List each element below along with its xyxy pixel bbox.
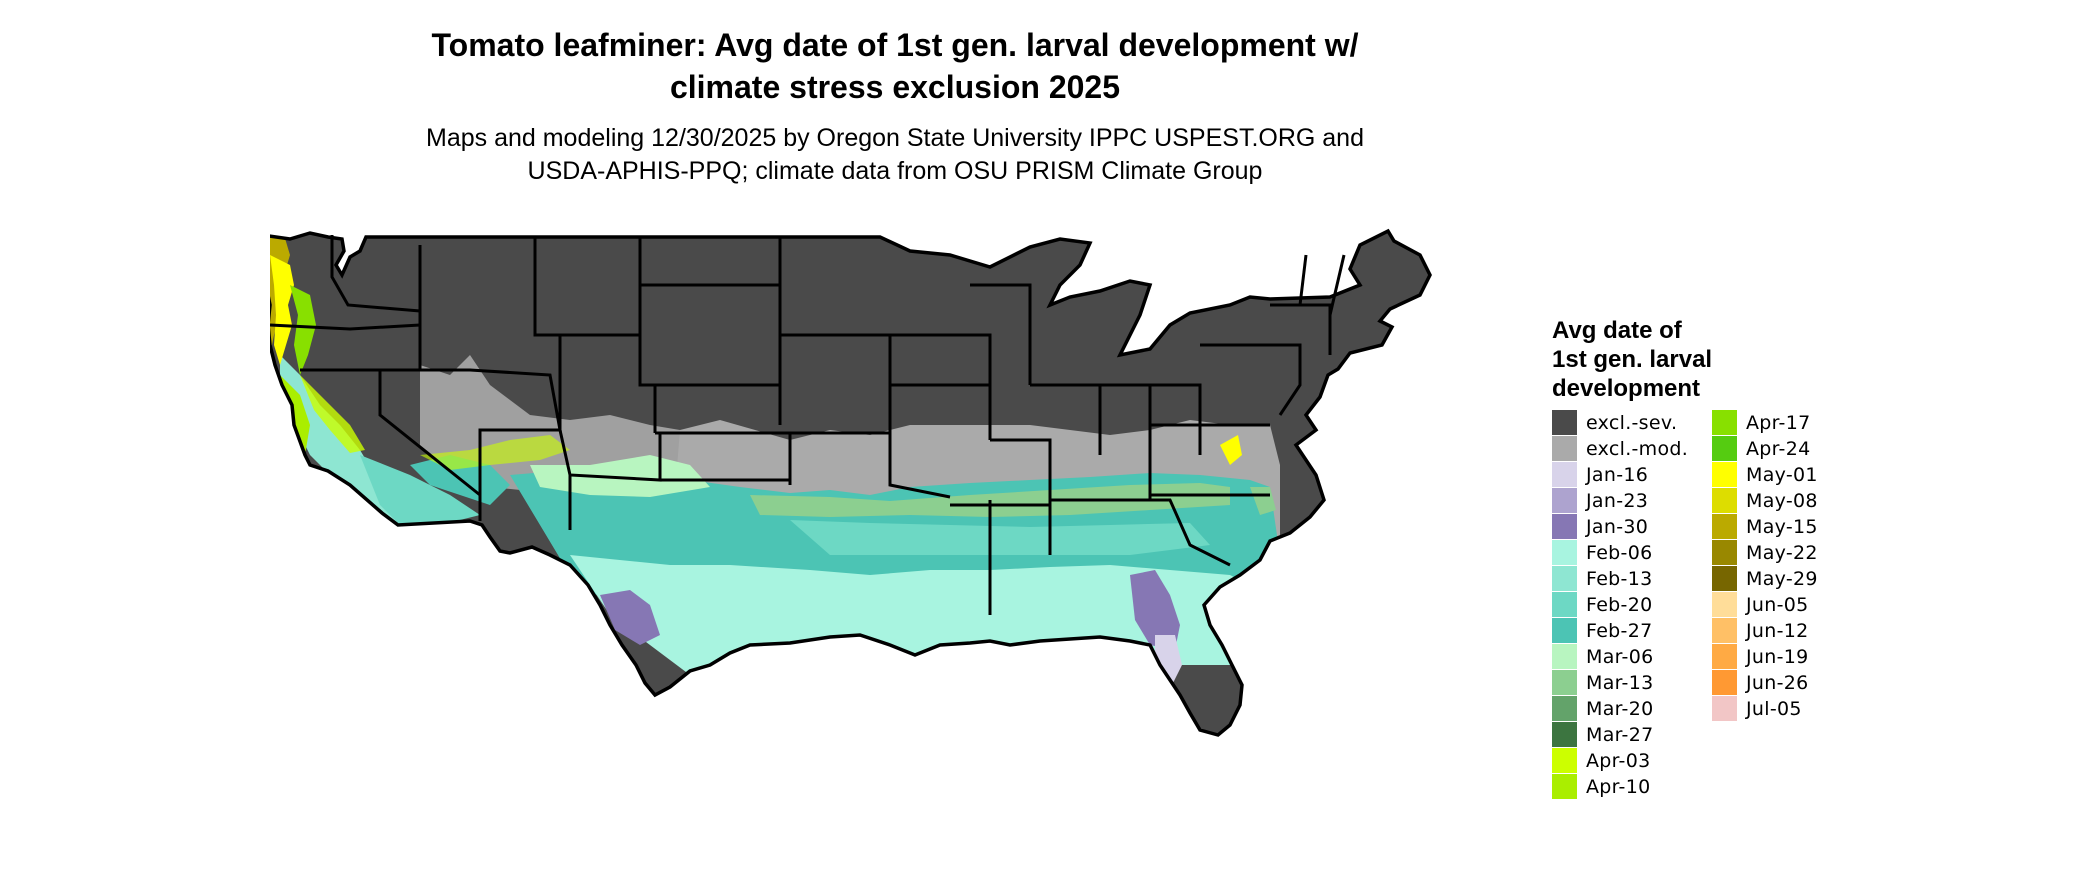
legend-label: Feb-27 — [1586, 620, 1653, 642]
legend-swatch — [1552, 618, 1577, 643]
legend-label: May-22 — [1746, 542, 1818, 564]
legend-label: Apr-10 — [1586, 776, 1651, 798]
legend-label: excl.-sev. — [1586, 412, 1678, 434]
legend-title-line-2: 1st gen. larval — [1552, 346, 1713, 373]
legend-swatch — [1552, 488, 1577, 513]
legend-swatch — [1712, 618, 1737, 643]
legend-label: May-15 — [1746, 516, 1818, 538]
legend-label: Jan-30 — [1586, 516, 1649, 538]
legend-swatch — [1712, 592, 1737, 617]
legend-label: Jun-12 — [1746, 620, 1809, 642]
legend-swatch — [1712, 488, 1737, 513]
map-title-line-1: Tomato leafminer: Avg date of 1st gen. l… — [431, 27, 1359, 63]
legend-label: Jun-19 — [1746, 646, 1809, 668]
map-title: Tomato leafminer: Avg date of 1st gen. l… — [0, 24, 1790, 108]
legend-swatch — [1712, 436, 1737, 461]
legend-swatch — [1552, 592, 1577, 617]
legend-label: May-08 — [1746, 490, 1818, 512]
legend-label: excl.-mod. — [1586, 438, 1689, 460]
legend-title: Avg date of 1st gen. larval development — [1552, 316, 1792, 403]
map-subtitle-line-2: USDA-APHIS-PPQ; climate data from OSU PR… — [527, 157, 1263, 185]
legend-title-line-3: development — [1552, 375, 1701, 402]
legend-swatch — [1552, 540, 1577, 565]
legend-swatch — [1712, 644, 1737, 669]
legend-label: May-01 — [1746, 464, 1818, 486]
map-title-line-2: climate stress exclusion 2025 — [669, 69, 1121, 105]
legend-swatch — [1712, 540, 1737, 565]
legend-swatch — [1552, 748, 1577, 773]
legend-label: Mar-20 — [1586, 698, 1654, 720]
legend-swatch — [1552, 722, 1577, 747]
legend-swatch — [1552, 566, 1577, 591]
legend-swatch — [1712, 514, 1737, 539]
legend-label: Jun-05 — [1746, 594, 1809, 616]
legend-swatch — [1712, 462, 1737, 487]
map-subtitle-line-1: Maps and modeling 12/30/2025 by Oregon S… — [426, 124, 1364, 152]
legend-label: Feb-20 — [1586, 594, 1653, 616]
legend-swatch — [1552, 462, 1577, 487]
legend-swatch — [1552, 670, 1577, 695]
legend-swatch — [1552, 644, 1577, 669]
legend-swatch — [1712, 410, 1737, 435]
legend-label: Mar-27 — [1586, 724, 1654, 746]
legend-swatch — [1712, 566, 1737, 591]
legend-label: Jun-26 — [1746, 672, 1809, 694]
legend-label: Feb-13 — [1586, 568, 1653, 590]
legend-title-line-1: Avg date of — [1552, 317, 1682, 344]
legend-swatch — [1552, 696, 1577, 721]
us-phenology-map — [270, 229, 1432, 737]
legend-label: Mar-13 — [1586, 672, 1654, 694]
legend-label: Apr-17 — [1746, 412, 1811, 434]
legend-swatch — [1712, 696, 1737, 721]
legend-label: Jul-05 — [1746, 698, 1802, 720]
legend-label: Apr-24 — [1746, 438, 1811, 460]
legend-swatch — [1552, 410, 1577, 435]
legend-swatch — [1712, 670, 1737, 695]
legend-label: Feb-06 — [1586, 542, 1653, 564]
legend-label: Apr-03 — [1586, 750, 1651, 772]
legend-label: May-29 — [1746, 568, 1818, 590]
legend-swatch — [1552, 774, 1577, 799]
legend-label: Jan-16 — [1586, 464, 1649, 486]
legend-label: Jan-23 — [1586, 490, 1649, 512]
legend-label: Mar-06 — [1586, 646, 1654, 668]
map-subtitle: Maps and modeling 12/30/2025 by Oregon S… — [0, 122, 1790, 188]
legend-swatch — [1552, 514, 1577, 539]
legend-swatch — [1552, 436, 1577, 461]
